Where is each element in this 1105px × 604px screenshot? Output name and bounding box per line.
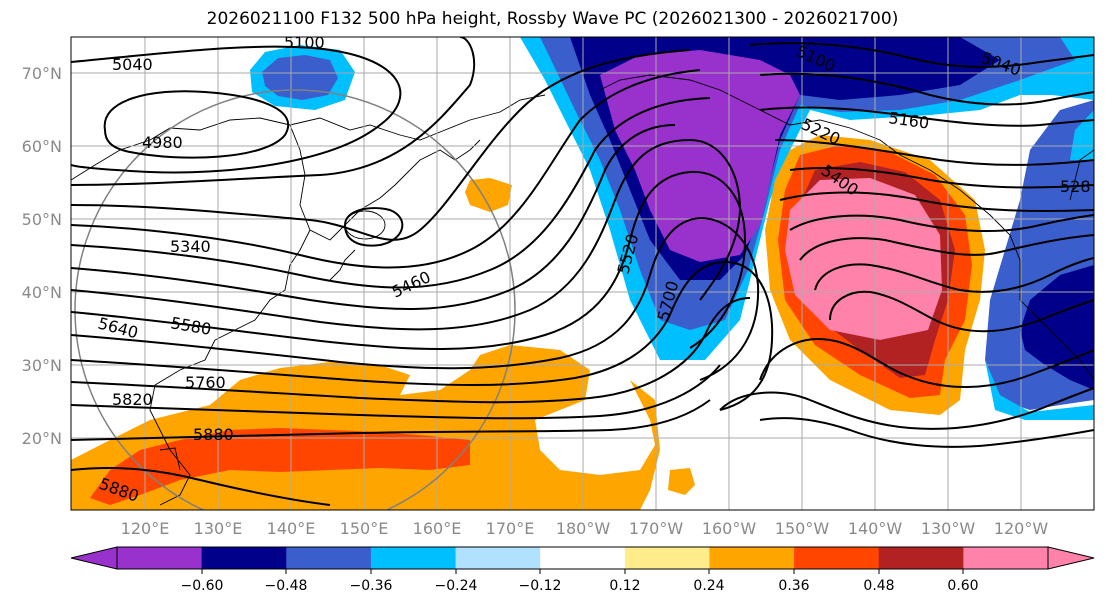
colorbar-extend-min (70, 546, 118, 570)
longitude-labels: 120°E 130°E 140°E 150°E 160°E 170°E 180°… (121, 519, 1049, 538)
colorbar-tick-label: 0.12 (609, 578, 640, 594)
colorbar-tick-label: −0.12 (519, 578, 562, 594)
contour-label: 5340 (170, 237, 211, 256)
lon-label: 160°W (702, 519, 757, 538)
colorbar-tick-label: 0.36 (778, 578, 809, 594)
lon-label: 160°E (413, 519, 462, 538)
height-contours (71, 37, 1094, 506)
contour-label: 5760 (185, 373, 226, 392)
lon-label: 130°E (194, 519, 243, 538)
lon-label: 180°W (556, 519, 611, 538)
lat-label: 70°N (22, 64, 62, 83)
colorbar-swatch (624, 547, 710, 569)
map-title: 2026021100 F132 500 hPa height, Rossby W… (206, 9, 899, 29)
plot-frame (70, 36, 1095, 511)
lon-label: 120°W (994, 519, 1049, 538)
colorbar: −0.60 −0.48 −0.36 −0.24 −0.12 0.12 0.24 … (70, 546, 1095, 594)
colorbar-tick-label: −0.60 (181, 578, 224, 594)
colorbar-swatch (370, 547, 457, 569)
lon-label: 150°W (775, 519, 830, 538)
lon-label: 150°E (340, 519, 389, 538)
lat-label: 20°N (22, 429, 62, 448)
contour-label: 528 (1060, 177, 1091, 196)
contour-label: 4980 (142, 133, 183, 152)
colorbar-swatch (878, 547, 964, 569)
reference-circle (74, 89, 516, 510)
colorbar-swatch (709, 547, 795, 569)
colorbar-swatch (201, 547, 287, 569)
contour-label: 5820 (112, 390, 153, 409)
lon-label: 140°W (848, 519, 903, 538)
lat-label: 50°N (22, 210, 62, 229)
colorbar-tick-label: 0.60 (947, 578, 978, 594)
lon-label: 120°E (121, 519, 170, 538)
colorbar-swatch (286, 547, 372, 569)
contour-label: 5040 (112, 55, 153, 74)
colorbar-swatch (794, 547, 880, 569)
contour-label: 5880 (193, 425, 234, 444)
latitude-labels: 70°N 60°N 50°N 40°N 30°N 20°N (22, 64, 62, 448)
colorbar-tick-label: −0.24 (435, 578, 478, 594)
lat-label: 30°N (22, 356, 62, 375)
colorbar-tick-label: 0.48 (863, 578, 894, 594)
graticule (71, 37, 1094, 510)
colorbar-swatch (540, 547, 626, 569)
lat-label: 60°N (22, 137, 62, 156)
lat-label: 40°N (22, 283, 62, 302)
colorbar-swatches (117, 547, 1049, 569)
colorbar-ticks (201, 569, 964, 574)
colorbar-swatch (455, 547, 541, 569)
colorbar-tick-label: −0.48 (265, 578, 308, 594)
colorbar-tick-label: 0.24 (693, 578, 724, 594)
colorbar-swatch (963, 547, 1049, 569)
lon-label: 170°W (629, 519, 684, 538)
lon-label: 140°E (267, 519, 316, 538)
colorbar-tick-label: −0.36 (350, 578, 393, 594)
colorbar-extend-max (1047, 546, 1095, 570)
lon-label: 130°W (921, 519, 976, 538)
map-plot: 5100 5040 4980 5340 5460 5640 5580 5760 … (71, 33, 1094, 510)
contour-label: 5100 (284, 33, 325, 52)
lon-label: 170°E (486, 519, 535, 538)
shaded-field (71, 37, 1094, 510)
colorbar-swatch (117, 547, 203, 569)
